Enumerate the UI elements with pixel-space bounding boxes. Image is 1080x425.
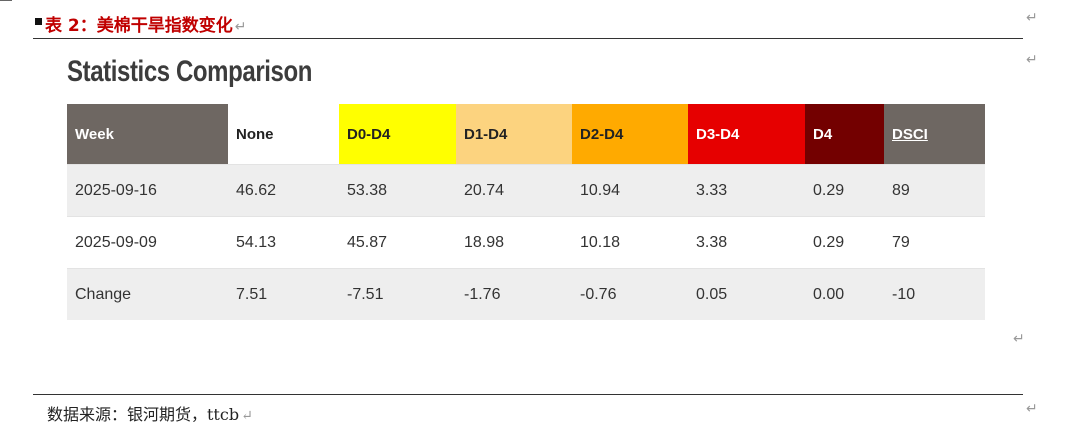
table-row: Change 7.51 -7.51 -1.76 -0.76 0.05 0.00 … <box>67 268 985 320</box>
statistics-table: Week None D0-D4 D1-D4 D2-D4 D3-D4 D4 DSC… <box>67 104 985 320</box>
header-d4: D4 <box>805 104 884 165</box>
header-d1-d4: D1-D4 <box>456 104 572 165</box>
table-cell: 18.98 <box>464 233 505 251</box>
paragraph-mark-icon: ↵ <box>1026 52 1038 68</box>
table-cell: 79 <box>892 233 910 251</box>
table-cell: 0.29 <box>813 233 845 251</box>
section-title: Statistics Comparison <box>67 55 312 88</box>
paragraph-mark-icon: ↵ <box>1026 401 1038 417</box>
dsci-link[interactable]: DSCI <box>892 125 928 143</box>
table-cell: 20.74 <box>464 181 505 199</box>
table-cell: 46.62 <box>236 181 277 199</box>
header-d0-d4: D0-D4 <box>339 104 456 165</box>
header-week: Week <box>67 104 228 165</box>
table-cell: Change <box>75 285 132 303</box>
table-cell: 45.87 <box>347 233 388 251</box>
table-cell: 3.33 <box>696 181 728 199</box>
table-caption: 表 2：美棉干旱指数变化 ↵ <box>33 8 1023 39</box>
source-note: 数据来源：银河期货，ttcb ↵ <box>47 401 253 425</box>
table-header-row: Week None D0-D4 D1-D4 D2-D4 D3-D4 D4 DSC… <box>67 104 985 165</box>
paragraph-mark-icon: ↵ <box>1026 10 1038 26</box>
paragraph-mark-icon: ↵ <box>1013 331 1025 347</box>
table-cell: 0.00 <box>813 285 845 303</box>
table-cell: 7.51 <box>236 285 268 303</box>
paragraph-mark-icon: ↵ <box>241 408 253 424</box>
table-cell: -7.51 <box>347 285 384 303</box>
table-cell: 0.29 <box>813 181 845 199</box>
table-cell: -10 <box>892 285 916 303</box>
table-row: 2025-09-16 46.62 53.38 20.74 10.94 3.33 … <box>67 164 985 217</box>
header-d2-d4: D2-D4 <box>572 104 688 165</box>
header-dsci-link[interactable]: DSCI <box>884 104 985 165</box>
table-cell: -1.76 <box>464 285 501 303</box>
paragraph-mark-icon: ↵ <box>234 19 247 35</box>
table-cell: 53.38 <box>347 181 388 199</box>
header-none: None <box>228 104 339 165</box>
caption-title: 表 2：美棉干旱指数变化 ↵ <box>45 11 246 36</box>
table-row: 2025-09-09 54.13 45.87 18.98 10.18 3.38 … <box>67 216 985 269</box>
corner-mark <box>0 0 12 1</box>
table-cell: 0.05 <box>696 285 728 303</box>
caption-label: 表 2：美棉干旱指数变化 <box>45 16 233 36</box>
table-cell: 3.38 <box>696 233 728 251</box>
table-cell: -0.76 <box>580 285 617 303</box>
table-cell: 89 <box>892 181 910 199</box>
table-cell: 10.94 <box>580 181 621 199</box>
bullet-icon <box>35 18 42 25</box>
table-cell: 2025-09-09 <box>75 233 157 251</box>
source-label: 数据来源：银河期货，ttcb <box>47 405 240 424</box>
header-d3-d4: D3-D4 <box>688 104 805 165</box>
table-cell: 10.18 <box>580 233 621 251</box>
table-cell: 2025-09-16 <box>75 181 157 199</box>
footer-divider <box>33 394 1023 395</box>
table-cell: 54.13 <box>236 233 277 251</box>
